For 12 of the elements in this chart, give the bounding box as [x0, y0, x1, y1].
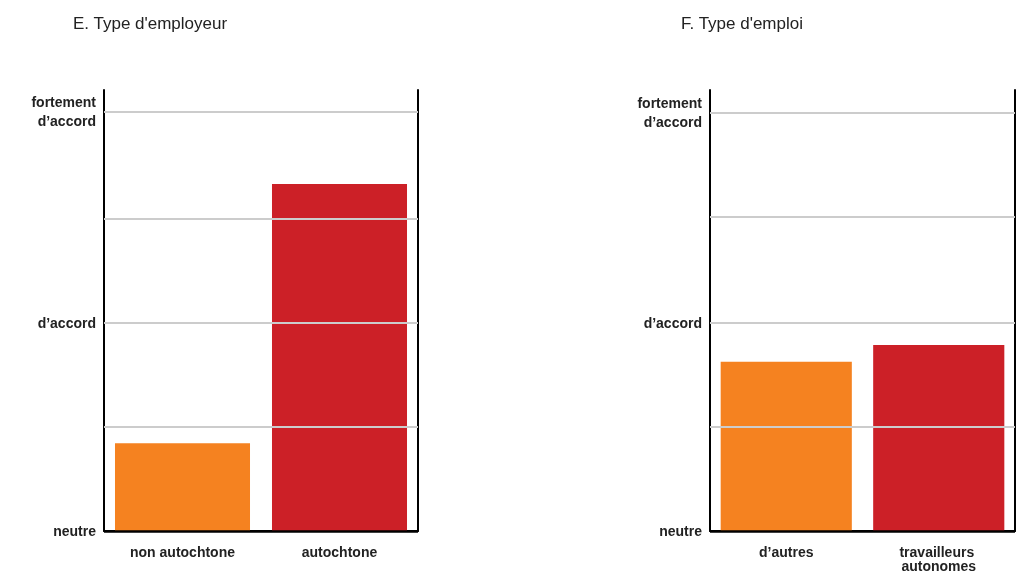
ref-line-label: d’accord	[37, 314, 96, 331]
chart-title: F. Type d'emploi	[681, 14, 803, 33]
x-tick-label: non autochtone	[130, 544, 236, 560]
x-tick-label: d’autres	[759, 544, 814, 560]
x-tick-label: autochtone	[301, 544, 378, 560]
x-tick-label: travailleurs autonomes	[899, 544, 979, 574]
chart-title: E. Type d'employeur	[73, 14, 228, 33]
ref-line-label: d’accord	[643, 314, 702, 331]
ref-line-label: fortement d’accord	[637, 94, 703, 130]
ref-line-label: neutre	[53, 523, 97, 539]
ref-line-label: fortement d’accord	[31, 93, 97, 129]
ref-line-label: neutre	[659, 523, 703, 539]
